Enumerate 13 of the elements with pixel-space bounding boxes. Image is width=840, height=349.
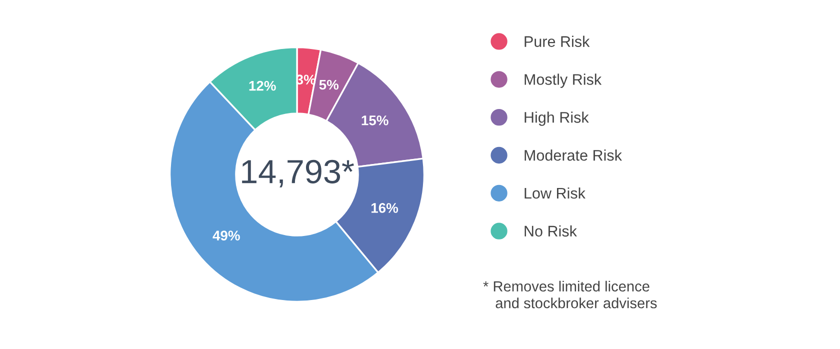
text: 14,793* [242, 160, 354, 188]
data-label: 16% [371, 203, 398, 213]
data-label: 49% [212, 230, 240, 240]
text: * Removes limited licence and stockbroker advisers [483, 280, 657, 308]
data-label: 15% [362, 116, 388, 126]
data-label: 5% [319, 80, 339, 90]
legend-label: Mostly Risk [524, 74, 602, 88]
legend-label: High Risk [524, 112, 589, 126]
legend-label: Pure Risk [524, 36, 590, 47]
data-label: 12% [249, 80, 276, 91]
legend-label: Moderate Risk [524, 150, 622, 161]
legend-label: Low Risk [524, 187, 586, 199]
legend-label: No Risk [524, 225, 577, 237]
